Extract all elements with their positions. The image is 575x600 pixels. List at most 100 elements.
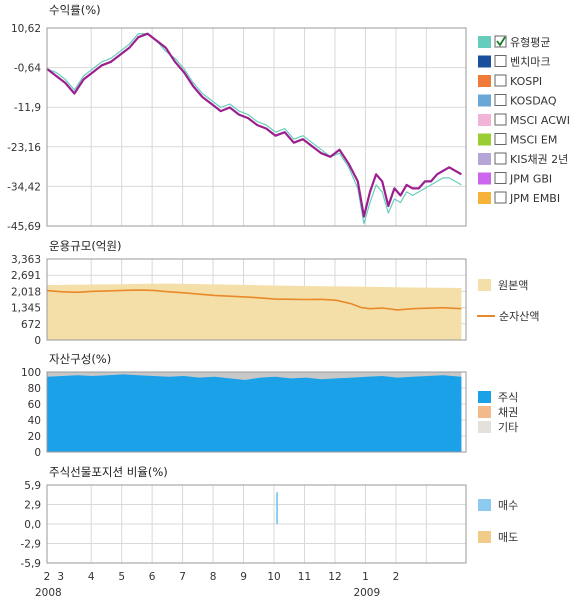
legend-swatch <box>478 406 491 418</box>
legend-item: KOSPI <box>478 74 542 88</box>
y-tick-label: 0 <box>34 447 41 459</box>
legend-checkbox[interactable] <box>494 152 507 165</box>
legend-label: 원본액 <box>498 279 528 292</box>
x-tick-label: 8 <box>210 571 217 583</box>
legend-checkbox[interactable] <box>494 172 507 184</box>
panel-title: 수익률(%) <box>49 3 101 17</box>
futures-bar <box>276 492 279 524</box>
legend-swatch <box>478 36 491 48</box>
x-tick-label: 3 <box>57 571 64 583</box>
return-series-line <box>46 33 462 225</box>
y-tick-label: 20 <box>28 431 41 443</box>
checkmark-icon <box>496 36 506 47</box>
y-tick-label: -5,9 <box>21 558 42 570</box>
y-tick-label: 1,345 <box>11 303 41 315</box>
x-tick-label: 9 <box>240 571 247 583</box>
legend-swatch <box>478 391 491 403</box>
legend-swatch <box>478 531 491 543</box>
legend-label: 벤치마크 <box>510 56 550 69</box>
legend-label: KOSDAQ <box>510 95 557 108</box>
y-tick-label: 40 <box>28 415 41 427</box>
x-tick-label: 5 <box>118 571 125 583</box>
y-tick-label: 0,0 <box>24 519 41 531</box>
checkbox-box <box>494 113 507 126</box>
legend-swatch <box>478 133 491 146</box>
legend-item: JPM GBI <box>478 172 552 186</box>
checkbox-box <box>494 191 507 204</box>
legend-label: JPM GBI <box>509 173 552 186</box>
panel-title: 자산구성(%) <box>49 352 111 366</box>
x-tick-label: 2 <box>393 571 400 583</box>
checkbox-box <box>494 35 507 48</box>
legend-swatch <box>478 421 491 433</box>
y-tick-label: 2,018 <box>11 286 41 298</box>
y-tick-label: 0 <box>34 335 41 347</box>
legend-swatch <box>478 114 491 126</box>
legend-label: 매도 <box>498 531 518 544</box>
legend-checkbox[interactable] <box>494 55 507 67</box>
x-tick-label: 10 <box>267 571 280 583</box>
legend-item: 원본액 <box>478 279 528 292</box>
y-tick-label: -34,42 <box>7 181 41 193</box>
legend-swatch <box>478 499 491 511</box>
legend-swatch <box>478 279 491 291</box>
legend-checkbox[interactable] <box>494 35 507 48</box>
y-tick-label: -0,64 <box>14 63 41 75</box>
plot-frame <box>46 371 467 453</box>
legend-item: 매수 <box>478 499 518 512</box>
y-tick-label: -2,9 <box>21 539 42 551</box>
legend-label: JPM EMBI <box>509 192 560 205</box>
y-tick-label: 100 <box>21 367 41 379</box>
legend-checkbox[interactable] <box>494 191 507 204</box>
x-year-label: 2009 <box>353 587 380 599</box>
legend-item: 채권 <box>478 406 518 419</box>
legend-label: KOSPI <box>510 75 542 88</box>
legend-checkbox[interactable] <box>494 113 507 126</box>
x-tick-label: 12 <box>328 571 341 583</box>
y-tick-label: 2,9 <box>24 500 41 512</box>
x-tick-label: 4 <box>88 571 95 583</box>
legend-item: 순자산액 <box>477 310 539 323</box>
legend-swatch <box>478 172 491 185</box>
legend-swatch <box>478 94 491 107</box>
y-tick-label: -11,9 <box>14 102 41 114</box>
legend-item: MSCI EM <box>478 133 557 147</box>
y-tick-label: 2,691 <box>11 270 41 282</box>
legend-checkbox[interactable] <box>494 94 507 106</box>
checkbox-box <box>494 94 507 106</box>
legend-label: KIS채권 2년 <box>510 153 568 166</box>
checkbox-box <box>494 172 507 184</box>
legend-label: 채권 <box>498 406 518 419</box>
y-tick-label: 10,62 <box>11 23 41 35</box>
legend-swatch <box>478 75 491 87</box>
legend-item: JPM EMBI <box>478 191 560 205</box>
checkbox-box <box>494 74 507 87</box>
stock-area <box>47 374 462 452</box>
legend-item: 벤치마크 <box>478 55 550 69</box>
legend-item: 유형평균 <box>478 35 550 49</box>
x-tick-label: 2 <box>44 571 51 583</box>
principal-area <box>47 283 462 340</box>
legend-label: MSCI EM <box>510 134 557 147</box>
x-tick-label: 11 <box>298 571 311 583</box>
legend-item: 주식 <box>478 391 518 404</box>
legend-item: 매도 <box>478 531 518 544</box>
panel-title: 주식선물포지션 비율(%) <box>49 465 168 479</box>
x-tick-label: 6 <box>149 571 156 583</box>
y-tick-label: 5,9 <box>24 480 41 492</box>
legend-checkbox[interactable] <box>494 74 507 87</box>
legend-checkbox[interactable] <box>494 133 507 145</box>
plot-frame <box>46 258 467 341</box>
legend-item: KIS채권 2년 <box>478 152 568 166</box>
y-tick-label: -45,69 <box>7 221 41 233</box>
panel-1: 수익률(%) 10,62 -0,64 -11,9 -23,16 -34,42 -45,69 유… <box>7 3 570 233</box>
